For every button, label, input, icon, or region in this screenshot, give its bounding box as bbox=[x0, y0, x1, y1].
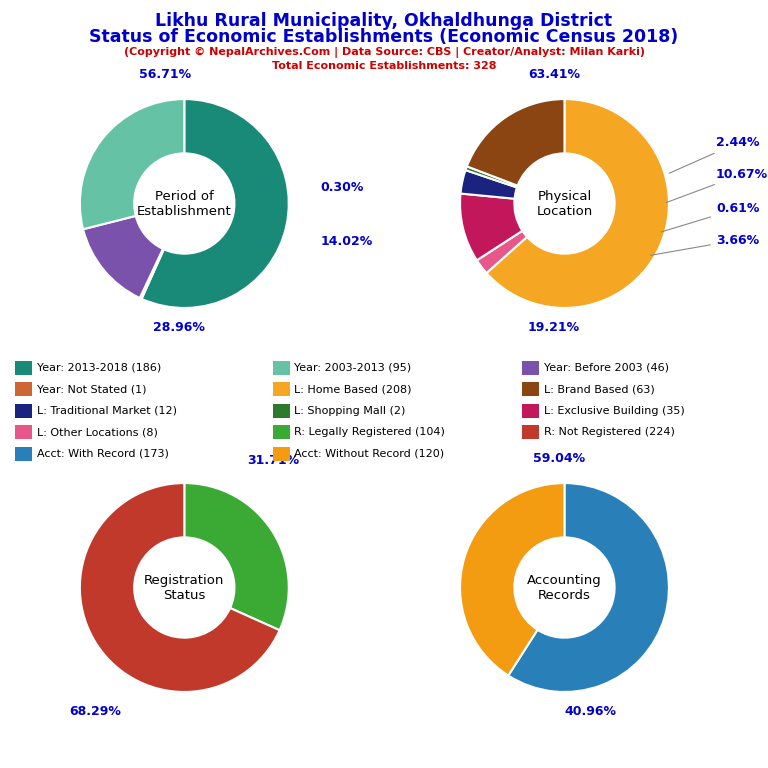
Text: Accounting
Records: Accounting Records bbox=[527, 574, 602, 601]
Text: Year: Before 2003 (46): Year: Before 2003 (46) bbox=[544, 362, 669, 373]
Text: Status of Economic Establishments (Economic Census 2018): Status of Economic Establishments (Econo… bbox=[89, 28, 679, 46]
Text: L: Home Based (208): L: Home Based (208) bbox=[294, 384, 412, 395]
Text: 63.41%: 63.41% bbox=[528, 68, 580, 81]
Wedge shape bbox=[508, 483, 669, 692]
Text: 56.71%: 56.71% bbox=[140, 68, 191, 81]
Text: Acct: With Record (173): Acct: With Record (173) bbox=[37, 449, 169, 459]
Text: Physical
Location: Physical Location bbox=[536, 190, 593, 217]
Wedge shape bbox=[140, 249, 164, 299]
Text: L: Brand Based (63): L: Brand Based (63) bbox=[544, 384, 654, 395]
Wedge shape bbox=[460, 483, 564, 676]
Text: L: Traditional Market (12): L: Traditional Market (12) bbox=[37, 406, 177, 416]
Text: 3.66%: 3.66% bbox=[650, 233, 759, 255]
Text: 28.96%: 28.96% bbox=[153, 321, 205, 334]
Text: 19.21%: 19.21% bbox=[528, 321, 580, 334]
Text: Acct: Without Record (120): Acct: Without Record (120) bbox=[294, 449, 444, 459]
Wedge shape bbox=[486, 99, 669, 308]
Text: Year: 2003-2013 (95): Year: 2003-2013 (95) bbox=[294, 362, 412, 373]
Wedge shape bbox=[80, 483, 280, 692]
Text: 0.61%: 0.61% bbox=[661, 202, 760, 232]
Wedge shape bbox=[460, 194, 522, 260]
Text: 59.04%: 59.04% bbox=[533, 452, 585, 465]
Text: R: Legally Registered (104): R: Legally Registered (104) bbox=[294, 427, 445, 438]
Wedge shape bbox=[461, 170, 517, 199]
Text: 31.71%: 31.71% bbox=[247, 454, 300, 467]
Text: 2.44%: 2.44% bbox=[670, 137, 760, 173]
Text: 14.02%: 14.02% bbox=[320, 235, 372, 248]
Wedge shape bbox=[465, 167, 518, 187]
Wedge shape bbox=[467, 99, 564, 186]
Text: 10.67%: 10.67% bbox=[667, 167, 768, 203]
Text: Registration
Status: Registration Status bbox=[144, 574, 224, 601]
Text: Total Economic Establishments: 328: Total Economic Establishments: 328 bbox=[272, 61, 496, 71]
Wedge shape bbox=[83, 216, 163, 298]
Text: L: Shopping Mall (2): L: Shopping Mall (2) bbox=[294, 406, 406, 416]
Text: 0.30%: 0.30% bbox=[320, 181, 363, 194]
Text: L: Exclusive Building (35): L: Exclusive Building (35) bbox=[544, 406, 684, 416]
Wedge shape bbox=[80, 99, 184, 230]
Text: Year: 2013-2018 (186): Year: 2013-2018 (186) bbox=[37, 362, 161, 373]
Text: Likhu Rural Municipality, Okhaldhunga District: Likhu Rural Municipality, Okhaldhunga Di… bbox=[155, 12, 613, 29]
Text: Year: Not Stated (1): Year: Not Stated (1) bbox=[37, 384, 147, 395]
Wedge shape bbox=[184, 483, 289, 631]
Wedge shape bbox=[477, 230, 527, 273]
Text: Period of
Establishment: Period of Establishment bbox=[137, 190, 232, 217]
Text: L: Other Locations (8): L: Other Locations (8) bbox=[37, 427, 157, 438]
Text: 68.29%: 68.29% bbox=[70, 705, 121, 718]
Text: 40.96%: 40.96% bbox=[564, 705, 617, 718]
Text: R: Not Registered (224): R: Not Registered (224) bbox=[544, 427, 674, 438]
Text: (Copyright © NepalArchives.Com | Data Source: CBS | Creator/Analyst: Milan Karki: (Copyright © NepalArchives.Com | Data So… bbox=[124, 47, 644, 58]
Wedge shape bbox=[141, 99, 289, 308]
